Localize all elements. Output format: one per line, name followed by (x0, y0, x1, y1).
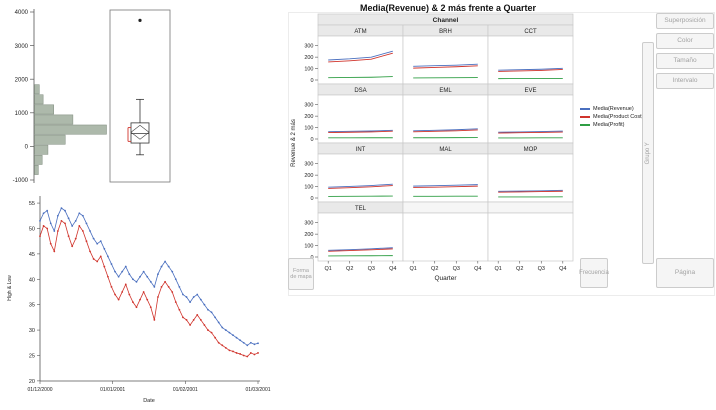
dropzone-grupo-y-label: Grupo Y (644, 141, 651, 165)
svg-text:01/02/2001: 01/02/2001 (173, 387, 198, 393)
graph-title: Media(Revenue) & 2 más frente a Quarter (359, 3, 537, 13)
dropzone-frecuencia[interactable]: Frecuencia (579, 258, 609, 288)
dropzone-forma-de-mapa[interactable]: Forma de mapa (288, 258, 314, 290)
svg-text:Q1: Q1 (495, 266, 502, 272)
svg-text:01/03/2001: 01/03/2001 (245, 387, 270, 393)
legend-item[interactable]: Media(Product Cost) (580, 114, 643, 120)
legend-label: Media(Product Cost) (593, 114, 644, 120)
svg-text:1000: 1000 (15, 111, 29, 117)
svg-text:Q4: Q4 (474, 266, 481, 272)
svg-text:Q1: Q1 (325, 266, 332, 272)
svg-text:Revenue & 2 más: Revenue & 2 más (291, 119, 297, 167)
svg-text:Q4: Q4 (389, 266, 396, 272)
legend: Media(Revenue) Media(Product Cost) Media(P… (580, 106, 643, 128)
svg-text:200: 200 (304, 114, 313, 120)
svg-text:30: 30 (29, 328, 35, 334)
svg-text:Q3: Q3 (368, 266, 375, 272)
legend-swatch (580, 108, 590, 110)
svg-text:0: 0 (310, 137, 313, 143)
svg-text:Q2: Q2 (431, 266, 438, 272)
legend-swatch (580, 116, 590, 118)
svg-text:TEL: TEL (355, 206, 367, 212)
legend-item[interactable]: Media(Profit) (580, 122, 643, 128)
svg-text:0: 0 (310, 196, 313, 202)
svg-text:Quarter: Quarter (434, 275, 457, 282)
dropzone-pagina[interactable]: Página (656, 258, 714, 288)
svg-text:INT: INT (356, 147, 366, 153)
dropzone-color[interactable]: Color (656, 33, 714, 49)
svg-text:CCT: CCT (524, 29, 537, 35)
svg-text:DSA: DSA (354, 88, 366, 94)
svg-text:3000: 3000 (15, 44, 29, 50)
svg-text:Q1: Q1 (410, 266, 417, 272)
svg-text:300: 300 (304, 103, 313, 109)
trellis-chart[interactable]: Channel ATM BRH CCT 300 200 100 0 DSA EML EVE 300 20… (288, 13, 576, 307)
svg-text:MOP: MOP (524, 147, 538, 153)
svg-text:100: 100 (304, 67, 313, 73)
high-low-line-chart[interactable]: 55 50 45 40 35 30 25 20 01/12/2000 01/01/2001 01/0… (2, 188, 271, 408)
svg-text:Date: Date (143, 398, 155, 404)
svg-text:200: 200 (304, 55, 313, 61)
dropzone-tamano[interactable]: Tamaño (656, 53, 714, 69)
svg-text:0: 0 (310, 78, 313, 84)
svg-text:100: 100 (304, 244, 313, 250)
svg-text:200: 200 (304, 232, 313, 238)
svg-text:25: 25 (29, 353, 35, 359)
distribution-histogram-boxplot[interactable]: 4000 3000 2000 1000 0 -1000 (4, 0, 176, 190)
svg-text:MAL: MAL (439, 147, 452, 153)
svg-text:300: 300 (304, 221, 313, 227)
svg-text:Channel: Channel (433, 17, 459, 24)
svg-text:BRH: BRH (439, 29, 452, 35)
svg-text:01/01/2001: 01/01/2001 (100, 387, 125, 393)
svg-text:High & Low: High & Low (7, 275, 13, 301)
legend-item[interactable]: Media(Revenue) (580, 106, 643, 112)
legend-label: Media(Revenue) (593, 106, 634, 112)
svg-text:-1000: -1000 (13, 178, 29, 184)
svg-text:40: 40 (29, 277, 35, 283)
svg-text:50: 50 (29, 226, 35, 232)
svg-text:01/12/2000: 01/12/2000 (27, 387, 52, 393)
svg-text:4000: 4000 (15, 10, 29, 16)
svg-text:100: 100 (304, 185, 313, 191)
svg-text:EVE: EVE (524, 88, 536, 94)
svg-text:200: 200 (304, 173, 313, 179)
svg-text:Q3: Q3 (453, 266, 460, 272)
svg-text:2000: 2000 (15, 77, 29, 83)
svg-text:45: 45 (29, 252, 35, 258)
svg-text:EML: EML (439, 88, 452, 94)
svg-text:Q4: Q4 (559, 266, 566, 272)
svg-text:100: 100 (304, 126, 313, 132)
dropzone-intervalo[interactable]: Intervalo (656, 73, 714, 89)
svg-text:Q3: Q3 (538, 266, 545, 272)
svg-text:0: 0 (25, 145, 29, 151)
graph-builder-frame (288, 12, 715, 296)
svg-text:Q2: Q2 (346, 266, 353, 272)
svg-text:300: 300 (304, 162, 313, 168)
svg-text:35: 35 (29, 303, 35, 309)
svg-text:300: 300 (304, 44, 313, 50)
dropzone-superposicion[interactable]: Superposición (656, 13, 714, 29)
legend-swatch (580, 124, 590, 126)
svg-text:ATM: ATM (354, 29, 366, 35)
graph-builder-panel: Media(Revenue) & 2 más frente a Quarter … (288, 0, 716, 310)
svg-text:Q2: Q2 (516, 266, 523, 272)
dropzone-grupo-y[interactable]: Grupo Y (642, 42, 654, 264)
svg-text:20: 20 (29, 379, 35, 385)
svg-text:55: 55 (29, 201, 35, 207)
legend-label: Media(Profit) (593, 122, 625, 128)
